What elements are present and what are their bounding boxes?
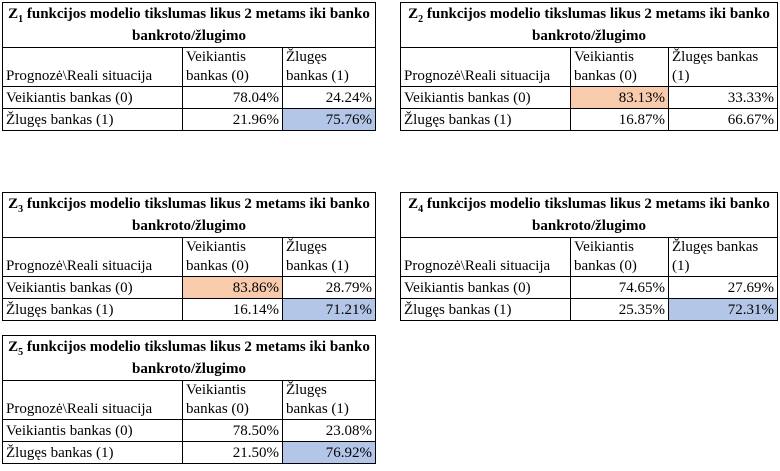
header-cell: Prognozė\Reali situacija [2,380,183,420]
title-subscript: 5 [18,347,24,358]
table-title: Z4 funkcijos modelio tikslumas likus 2 m… [400,192,778,238]
table: Z4 funkcijos modelio tikslumas likus 2 m… [400,192,778,321]
data-row: Veikiantis bankas (0) 78.04% 24.24% [2,86,376,109]
title-subscript: 3 [18,204,24,215]
title-text: funkcijos modelio tikslumas likus 2 meta… [26,196,370,234]
row-label: Žlugęs bankas (1) [2,441,183,464]
header-row: Prognozė\Reali situacija Veikiantis banka… [2,237,376,277]
title-symbol: Z [8,6,19,22]
header-cell: Veikiantis bankas (0) [182,237,283,277]
table-title: Z1 funkcijos modelio tikslumas likus 2 m… [2,2,376,48]
data-row: Žlugęs bankas (1) 25.35% 72.31% [400,298,778,321]
table: Z3 funkcijos modelio tikslumas likus 2 m… [2,192,376,321]
value-cell: 21.50% [182,441,283,464]
value-cell: 71.21% [282,298,376,321]
title-subscript: 4 [418,204,424,215]
value-cell: 83.13% [570,86,669,109]
header-row: Prognozė\Reali situacija Veikiantis banka… [2,47,376,87]
header-cell: Žlugęs bankas (1) [668,47,778,87]
title-row: Z2 funkcijos modelio tikslumas likus 2 m… [400,2,778,48]
table-title: Z2 funkcijos modelio tikslumas likus 2 m… [400,2,778,48]
value-cell: 27.69% [668,276,778,299]
title-row: Z3 funkcijos modelio tikslumas likus 2 m… [2,192,376,238]
title-symbol: Z [8,339,19,355]
value-cell: 25.35% [570,298,669,321]
header-cell: Žlugęs bankas (1) [668,237,778,277]
value-cell: 66.67% [668,108,778,131]
title-symbol: Z [408,6,419,22]
data-row: Žlugęs bankas (1) 21.50% 76.92% [2,441,376,464]
table-title: Z5 funkcijos modelio tikslumas likus 2 m… [2,335,376,381]
data-row: Žlugęs bankas (1) 21.96% 75.76% [2,108,376,131]
row-label: Žlugęs bankas (1) [400,298,571,321]
data-row: Veikiantis bankas (0) 74.65% 27.69% [400,276,778,299]
title-row: Z1 funkcijos modelio tikslumas likus 2 m… [2,2,376,48]
data-row: Žlugęs bankas (1) 16.14% 71.21% [2,298,376,321]
value-cell: 75.76% [282,108,376,131]
header-cell: Prognozė\Reali situacija [2,47,183,87]
value-cell: 74.65% [570,276,669,299]
value-cell: 16.87% [570,108,669,131]
title-text: funkcijos modelio tikslumas likus 2 meta… [26,6,370,44]
row-label: Veikiantis bankas (0) [2,86,183,109]
table: Z1 funkcijos modelio tikslumas likus 2 m… [2,2,376,131]
value-cell: 16.14% [182,298,283,321]
header-cell: Veikiantis bankas (0) [182,47,283,87]
header-cell: Veikiantis bankas (0) [570,47,669,87]
data-row: Veikiantis bankas (0) 83.86% 28.79% [2,276,376,299]
row-label: Veikiantis bankas (0) [400,276,571,299]
row-label: Žlugęs bankas (1) [2,108,183,131]
value-cell: 21.96% [182,108,283,131]
title-symbol: Z [408,196,419,212]
value-cell: 24.24% [282,86,376,109]
header-row: Prognozė\Reali situacija Veikiantis banka… [400,237,778,277]
table: Z2 funkcijos modelio tikslumas likus 2 m… [400,2,778,131]
row-label: Žlugęs bankas (1) [2,298,183,321]
title-text: funkcijos modelio tikslumas likus 2 meta… [26,339,370,377]
row-label: Veikiantis bankas (0) [400,86,571,109]
value-cell: 83.86% [182,276,283,299]
header-cell: Prognozė\Reali situacija [400,47,571,87]
title-row: Z5 funkcijos modelio tikslumas likus 2 m… [2,335,376,381]
value-cell: 33.33% [668,86,778,109]
value-cell: 78.50% [182,419,283,442]
header-cell: Prognozė\Reali situacija [400,237,571,277]
title-row: Z4 funkcijos modelio tikslumas likus 2 m… [400,192,778,238]
title-subscript: 1 [18,14,24,25]
header-row: Prognozė\Reali situacija Veikiantis banka… [400,47,778,87]
header-row: Prognozė\Reali situacija Veikiantis banka… [2,380,376,420]
row-label: Veikiantis bankas (0) [2,419,183,442]
data-row: Veikiantis bankas (0) 78.50% 23.08% [2,419,376,442]
title-subscript: 2 [418,14,424,25]
title-text: funkcijos modelio tikslumas likus 2 meta… [426,196,770,234]
value-cell: 28.79% [282,276,376,299]
table-title: Z3 funkcijos modelio tikslumas likus 2 m… [2,192,376,238]
value-cell: 78.04% [182,86,283,109]
table: Z5 funkcijos modelio tikslumas likus 2 m… [2,335,376,464]
title-symbol: Z [8,196,19,212]
title-text: funkcijos modelio tikslumas likus 2 meta… [426,6,770,44]
row-label: Veikiantis bankas (0) [2,276,183,299]
row-label: Žlugęs bankas (1) [400,108,571,131]
value-cell: 76.92% [282,441,376,464]
header-cell: Veikiantis bankas (0) [182,380,283,420]
header-cell: Žlugęs bankas (1) [282,237,376,277]
header-cell: Veikiantis bankas (0) [570,237,669,277]
value-cell: 72.31% [668,298,778,321]
value-cell: 23.08% [282,419,376,442]
header-cell: Prognozė\Reali situacija [2,237,183,277]
header-cell: Žlugęs bankas (1) [282,47,376,87]
data-row: Žlugęs bankas (1) 16.87% 66.67% [400,108,778,131]
data-row: Veikiantis bankas (0) 83.13% 33.33% [400,86,778,109]
header-cell: Žlugęs bankas (1) [282,380,376,420]
